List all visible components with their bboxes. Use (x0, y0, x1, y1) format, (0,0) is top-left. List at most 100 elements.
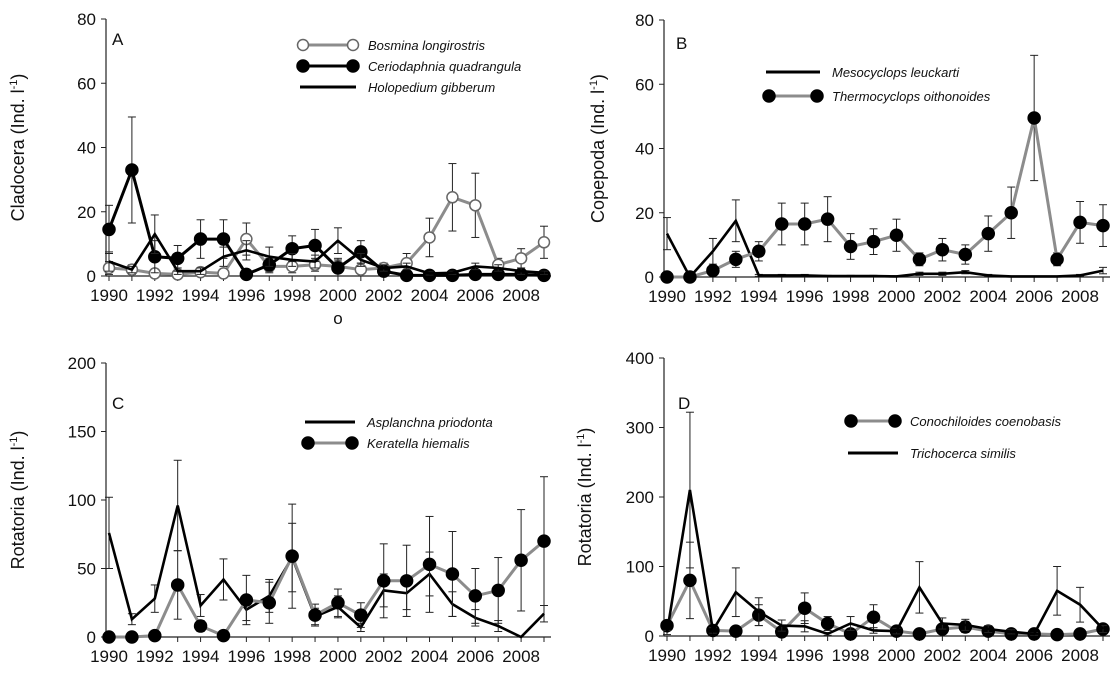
panel-letter: B (676, 34, 687, 53)
data-point (729, 252, 743, 267)
data-point (193, 232, 208, 246)
panel-letter: C (112, 394, 124, 413)
x-tick-label: 2006 (1015, 646, 1053, 665)
x-tick-label: 1994 (182, 647, 220, 666)
legend-label: Keratella hiemalis (367, 436, 470, 451)
data-point (537, 534, 551, 548)
data-point (331, 261, 345, 275)
series-line (107, 505, 545, 639)
data-point (102, 222, 116, 237)
y-axis-label: Rotatoria (Ind. l-1) (8, 431, 28, 570)
data-point (239, 267, 254, 282)
legend-label: Conochiloides coenobasis (910, 414, 1062, 429)
data-point (752, 244, 766, 259)
x-tick-label: 1994 (740, 646, 778, 665)
data-point (889, 228, 904, 242)
legend-marker (346, 59, 360, 73)
legend-label: Asplanchna priodonta (366, 415, 493, 430)
x-tick-label: 2002 (923, 287, 961, 306)
x-tick-label: 2004 (411, 647, 449, 666)
x-tick-label: 1992 (136, 286, 174, 305)
x-tick-label: 2004 (969, 646, 1007, 665)
series-0 (663, 199, 1107, 280)
x-tick-label: 1996 (227, 286, 265, 305)
data-point (1050, 252, 1064, 267)
data-point (683, 270, 697, 284)
y-tick-label: 60 (77, 74, 96, 93)
y-tick-label: 0 (645, 627, 654, 646)
y-tick-label: 200 (68, 354, 96, 373)
series-1 (660, 54, 1110, 284)
data-point (399, 268, 414, 283)
data-point (843, 239, 858, 254)
y-axis-label: Cladocera (Ind. l-1) (8, 74, 28, 222)
data-point (376, 574, 391, 588)
legend-marker (762, 89, 776, 103)
data-point (660, 270, 674, 284)
y-tick-label: 200 (626, 488, 654, 507)
legend-marker (296, 59, 310, 73)
y-tick-label: 0 (87, 628, 96, 647)
series-line (667, 117, 1104, 279)
y-tick-label: 80 (77, 10, 96, 29)
x-tick-label: 2004 (969, 287, 1007, 306)
x-tick-label: 1996 (786, 646, 824, 665)
data-point (797, 217, 812, 231)
y-tick-label: 150 (68, 423, 96, 442)
x-tick-label: 2008 (502, 286, 540, 305)
data-point (1096, 218, 1110, 233)
x-tick-label: 2000 (878, 287, 916, 306)
y-tick-label: 50 (77, 560, 96, 579)
data-point (1004, 206, 1018, 220)
y-tick-label: 100 (68, 491, 96, 510)
data-point (148, 628, 162, 643)
data-point (170, 251, 185, 266)
x-tick-label: 1996 (227, 647, 265, 666)
data-point (912, 627, 927, 641)
data-point (216, 628, 231, 643)
data-point (170, 578, 185, 592)
stray-mark: o (333, 309, 342, 328)
y-tick-label: 400 (626, 349, 654, 368)
x-tick-label: 1990 (90, 286, 128, 305)
y-axis-label: Copepoda (Ind. l-1) (588, 74, 608, 223)
data-point (422, 557, 437, 572)
legend-label: Bosmina longirostris (368, 38, 486, 53)
panel-A: 0 20 40 60 80 1990 1992 1994 1996 1998 2000 2002 200… (8, 10, 551, 328)
data-point (102, 630, 116, 644)
y-tick-label: 40 (635, 140, 654, 159)
x-tick-label: 2008 (502, 647, 540, 666)
x-tick-label: 1992 (694, 646, 732, 665)
x-tick-label: 1998 (832, 646, 870, 665)
series-0 (102, 163, 551, 281)
data-point (514, 252, 528, 265)
series-1 (102, 476, 551, 644)
data-point (217, 267, 230, 280)
data-point (193, 619, 208, 633)
x-tick-label: 1990 (648, 646, 686, 665)
data-point (706, 263, 720, 278)
data-point (125, 630, 139, 644)
x-tick-label: 1990 (90, 647, 128, 666)
x-tick-label: 1992 (694, 287, 732, 306)
series-line (665, 218, 1104, 280)
data-point (820, 212, 835, 226)
legend-label: Trichocerca similis (910, 446, 1016, 461)
x-tick-label: 2006 (456, 286, 494, 305)
x-tick-label: 1992 (136, 647, 174, 666)
data-point (491, 583, 505, 598)
data-point (468, 267, 483, 282)
x-tick-label: 1990 (648, 287, 686, 306)
x-tick-label: 1994 (740, 287, 778, 306)
data-point (446, 191, 459, 204)
y-axis-label: Rotatoria (Ind. l-1) (575, 428, 595, 567)
x-tick-label: 2002 (365, 647, 403, 666)
data-point (445, 567, 460, 581)
x-tick-label: 2006 (456, 647, 494, 666)
y-tick-label: 0 (87, 267, 96, 286)
series-1 (663, 411, 1107, 636)
data-point (1027, 111, 1041, 125)
data-point (308, 238, 322, 253)
x-tick-label: 1998 (273, 647, 311, 666)
series-line (665, 489, 1104, 636)
